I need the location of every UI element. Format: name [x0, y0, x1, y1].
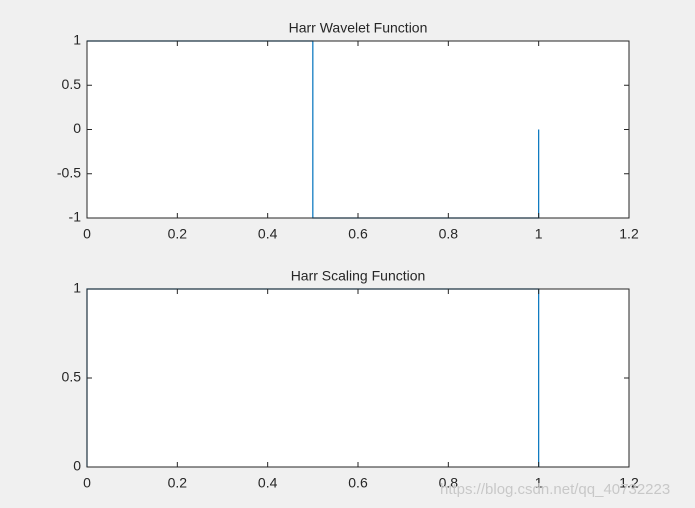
x-tick-label: 0.2	[168, 226, 188, 242]
x-tick-label: 0	[83, 475, 91, 491]
axes-background	[87, 41, 629, 218]
chart-title: Harr Scaling Function	[291, 268, 426, 284]
x-tick-label: 0	[83, 226, 91, 242]
x-tick-label: 0.8	[439, 475, 459, 491]
chart-title: Harr Wavelet Function	[289, 20, 428, 36]
x-tick-label: 0.2	[168, 475, 188, 491]
x-tick-label: 0.6	[348, 226, 368, 242]
x-tick-label: 0.4	[258, 226, 278, 242]
x-tick-label: 0.6	[348, 475, 368, 491]
y-tick-label: 0	[73, 458, 81, 474]
y-tick-label: 1	[73, 280, 81, 296]
x-tick-label: 1.2	[619, 226, 639, 242]
x-tick-label: 1	[535, 226, 543, 242]
y-tick-label: 0.5	[62, 369, 82, 385]
y-tick-label: 0	[73, 120, 81, 136]
y-tick-label: -0.5	[57, 164, 81, 180]
x-tick-label: 1.2	[619, 475, 639, 491]
axes-background	[87, 289, 629, 467]
y-tick-label: 1	[73, 32, 81, 48]
x-tick-label: 0.8	[439, 226, 459, 242]
x-tick-label: 1	[535, 475, 543, 491]
watermark: https://blog.csdn.net/qq_40732223	[440, 481, 670, 498]
y-tick-label: 0.5	[62, 76, 82, 92]
x-tick-label: 0.4	[258, 475, 278, 491]
y-tick-label: -1	[69, 209, 82, 225]
